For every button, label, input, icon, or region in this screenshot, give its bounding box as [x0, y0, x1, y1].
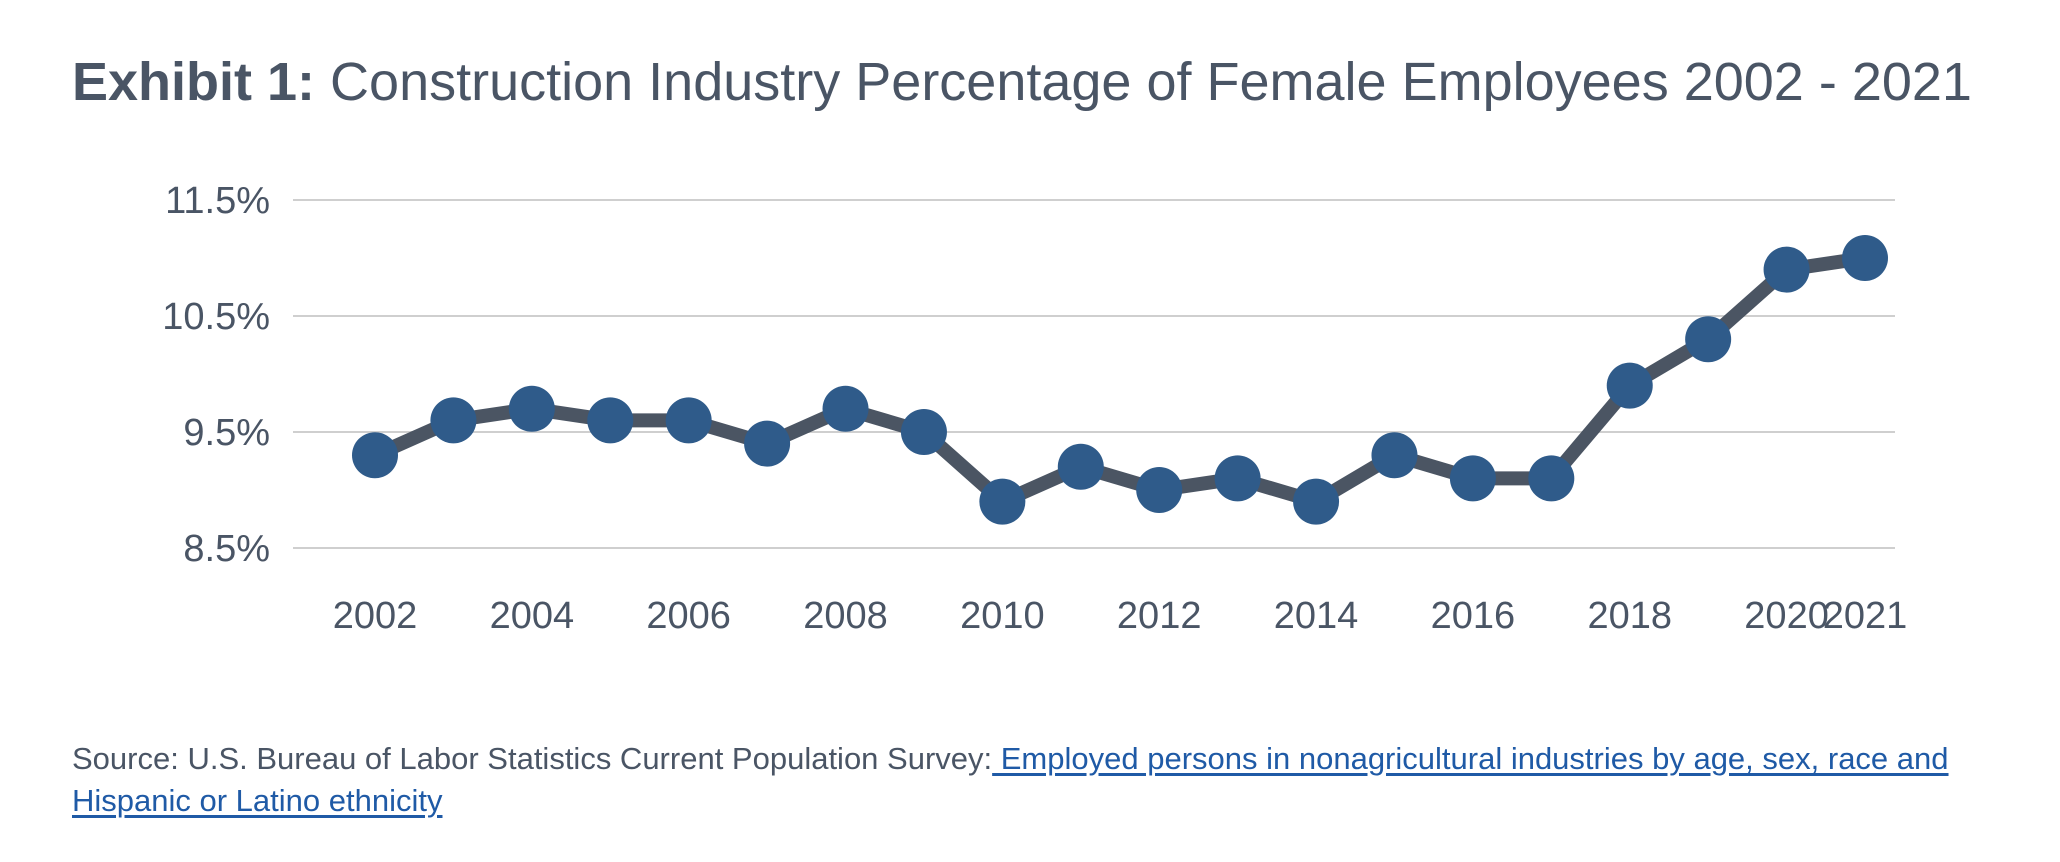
chart-title-text: Construction Industry Percentage of Fema… [315, 52, 1972, 112]
x-tick-label: 2021 [1823, 595, 1908, 637]
data-point [1763, 246, 1810, 293]
y-tick-label: 10.5% [162, 296, 270, 338]
x-tick-label: 2006 [646, 595, 731, 637]
data-point [979, 478, 1026, 525]
data-point [430, 397, 477, 444]
x-tick-label: 2018 [1587, 595, 1672, 637]
chart-title-prefix: Exhibit 1: [72, 52, 316, 112]
y-axis-tick-labels: 8.5% 9.5% 10.5% 11.5% [162, 180, 270, 570]
data-point [508, 385, 555, 432]
x-tick-label: 2016 [1431, 595, 1516, 637]
x-tick-label: 2008 [803, 595, 888, 637]
data-point [1528, 455, 1575, 502]
y-tick-label: 11.5% [165, 180, 270, 222]
source-note: Source: U.S. Bureau of Labor Statistics … [72, 738, 1992, 822]
data-point [1057, 443, 1104, 490]
x-tick-label: 2014 [1274, 595, 1359, 637]
data-point [1293, 478, 1340, 525]
data-point [1685, 316, 1732, 363]
x-tick-label: 2002 [333, 595, 418, 637]
source-link[interactable]: Employed persons in nonagricultural indu… [72, 741, 1949, 818]
chart-title: Exhibit 1: Construction Industry Percent… [72, 50, 1972, 114]
data-point [900, 409, 947, 455]
data-point [1371, 432, 1418, 479]
source-prefix: Source: U.S. Bureau of Labor Statistics … [72, 741, 993, 776]
data-point [1606, 362, 1653, 409]
x-tick-label: 2010 [960, 595, 1045, 637]
line-chart: 8.5%9.5%10.5%11.5% 2002 2004 2006 2008 2010 2… [162, 180, 1908, 637]
data-point [1842, 235, 1888, 281]
data-point [352, 432, 398, 479]
data-point [665, 397, 712, 444]
x-axis-tick-labels: 2002 2004 2006 2008 2010 2012 2014 2016 2018 2020… [333, 595, 1908, 637]
data-point [1449, 455, 1496, 502]
grid-lines [293, 199, 1895, 549]
y-tick-label: 9.5% [183, 412, 270, 454]
x-tick-label: 2004 [490, 595, 575, 637]
data-points [352, 235, 1888, 525]
x-tick-label: 2020 [1744, 595, 1829, 637]
data-point [1136, 467, 1183, 513]
y-tick-label: 8.5% [183, 528, 270, 570]
data-point [587, 397, 634, 444]
data-point [744, 420, 791, 467]
data-point [822, 385, 869, 432]
data-point [1214, 455, 1261, 502]
x-tick-label: 2012 [1117, 595, 1202, 637]
